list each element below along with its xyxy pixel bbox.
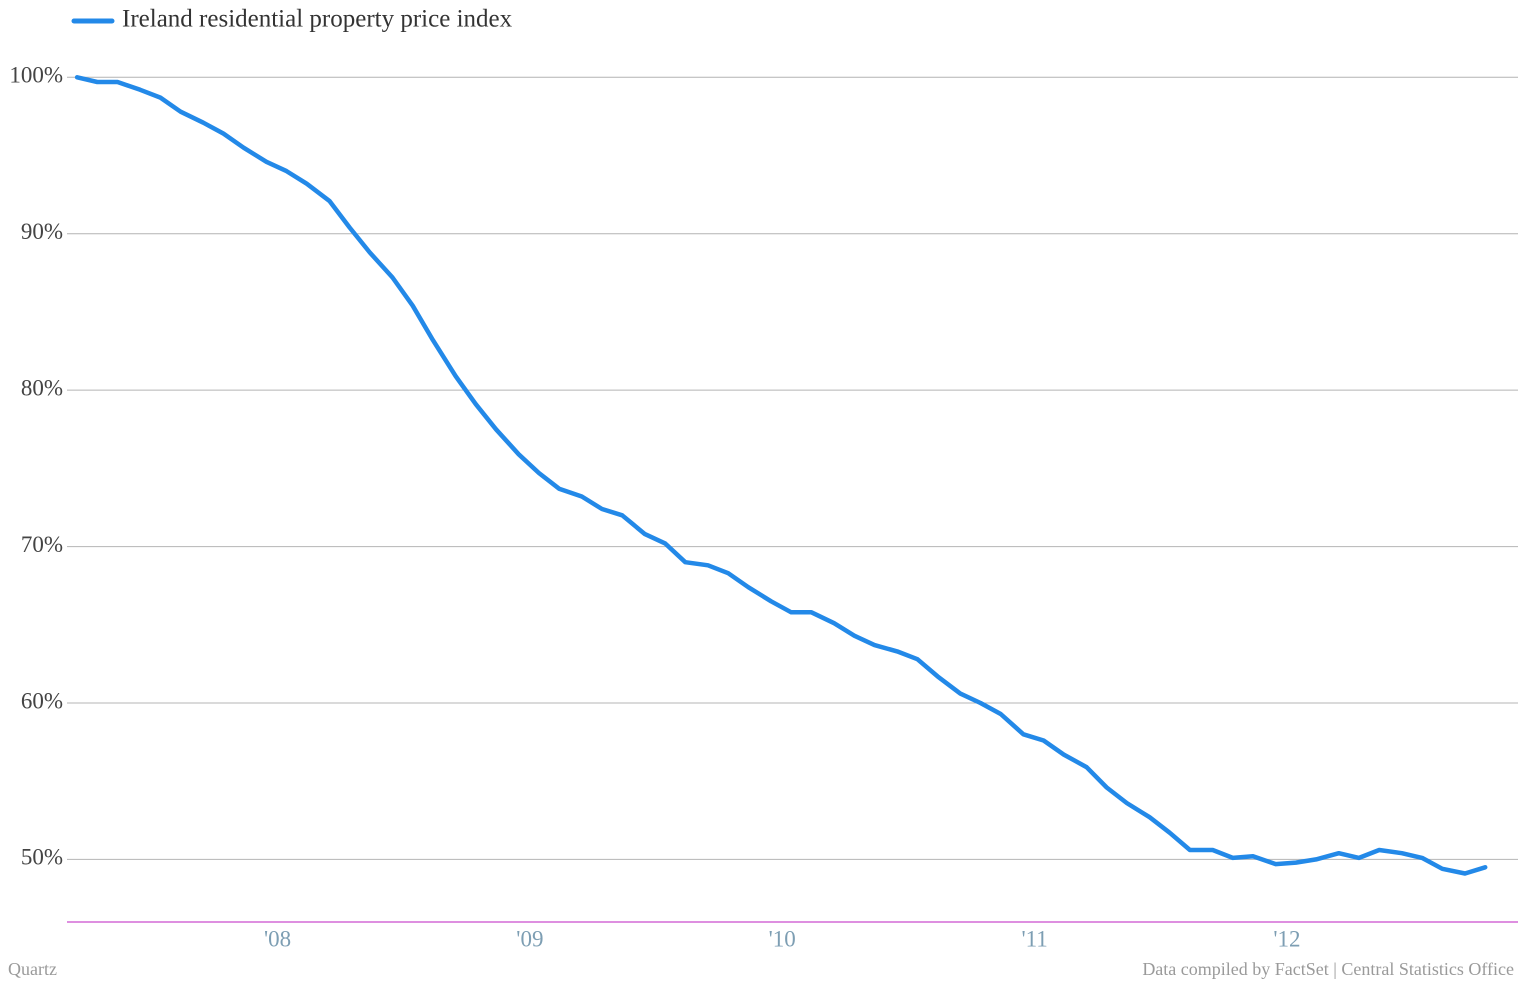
legend-label: Ireland residential property price index <box>122 6 513 33</box>
source: Data compiled by FactSet | Central Stati… <box>1142 959 1514 979</box>
x-tick-label: '11 <box>1021 926 1047 951</box>
x-tick-label: '10 <box>769 926 796 951</box>
y-tick-label: 60% <box>21 688 63 713</box>
y-tick-label: 50% <box>21 845 63 870</box>
x-tick-label: '12 <box>1273 926 1300 951</box>
x-tick-label: '09 <box>516 926 543 951</box>
y-tick-label: 80% <box>21 375 63 400</box>
x-tick-label: '08 <box>264 926 291 951</box>
y-tick-label: 90% <box>21 219 63 244</box>
y-tick-label: 100% <box>9 63 63 88</box>
y-tick-label: 70% <box>21 532 63 557</box>
series-line <box>74 75 1488 876</box>
credit: Quartz <box>8 959 57 979</box>
